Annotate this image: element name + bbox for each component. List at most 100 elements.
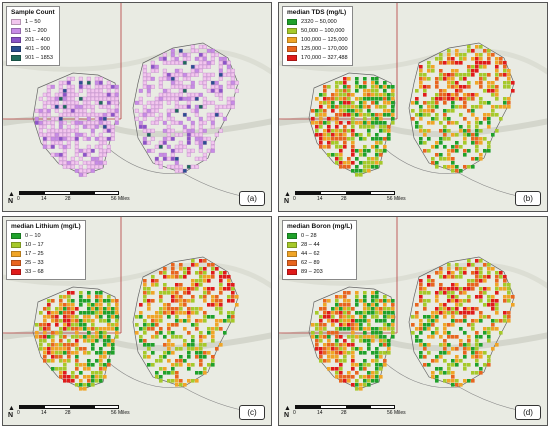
legend-label: 1 – 50: [25, 18, 41, 25]
legend-label: 100,000 – 125,000: [301, 36, 348, 43]
legend-item: 100,000 – 125,000: [287, 35, 348, 44]
north-arrow-icon: ▲ N: [8, 405, 15, 419]
legend-swatch: [11, 27, 21, 34]
legend: median Lithium (mg/L) 0 – 10 10 – 17 17 …: [6, 220, 86, 280]
scale-tick: 56 Miles: [111, 196, 130, 202]
legend-item: 201 – 400: [11, 35, 55, 44]
legend-item: 170,000 – 327,488: [287, 53, 348, 62]
legend-swatch: [287, 250, 297, 257]
legend-label: 170,000 – 327,488: [301, 54, 348, 61]
legend-label: 62 – 89: [301, 259, 320, 266]
north-arrow-icon: ▲ N: [284, 405, 291, 419]
legend-swatch: [11, 232, 21, 239]
legend-swatch: [11, 250, 21, 257]
legend-swatch: [287, 54, 297, 61]
scale-tick: 56 Miles: [111, 410, 130, 416]
legend-title: median Boron (mg/L): [287, 223, 353, 230]
scale-tick: 0: [17, 196, 20, 202]
legend-swatch: [287, 27, 297, 34]
scale-bar: 0 14 28 56 Miles: [17, 405, 130, 419]
scale-bar: 0 14 28 56 Miles: [17, 191, 130, 205]
legend-label: 50,000 – 100,000: [301, 27, 345, 34]
legend: Sample Count 1 – 50 51 – 200 201 – 400 4…: [6, 6, 60, 66]
legend-item: 125,000 – 170,000: [287, 44, 348, 53]
legend-label: 201 – 400: [25, 36, 50, 43]
scale-tick: 28: [65, 410, 71, 416]
legend-label: 33 – 68: [25, 268, 44, 275]
panel-label: (b): [515, 191, 541, 206]
legend-item: 10 – 17: [11, 240, 81, 249]
legend-swatch: [11, 18, 21, 25]
legend-swatch: [287, 241, 297, 248]
legend-title: median Lithium (mg/L): [11, 223, 81, 230]
legend-title: Sample Count: [11, 9, 55, 16]
panel-b: median TDS (mg/L) 2320 – 50,000 50,000 –…: [278, 2, 548, 212]
legend-title: median TDS (mg/L): [287, 9, 347, 16]
scale-tick: 0: [17, 410, 20, 416]
scale-tick: 14: [41, 196, 47, 202]
data-cells: [35, 259, 239, 391]
legend-swatch: [287, 232, 297, 239]
scale-tick: 14: [317, 196, 323, 202]
legend-item: 2320 – 50,000: [287, 17, 348, 26]
legend-label: 901 – 1853: [25, 54, 53, 61]
scale-tick: 28: [65, 196, 71, 202]
legend-swatch: [11, 259, 21, 266]
legend-item: 17 – 25: [11, 249, 81, 258]
legend-swatch: [287, 259, 297, 266]
legend-swatch: [11, 54, 21, 61]
scale-tick: 56 Miles: [387, 410, 406, 416]
legend-label: 401 – 900: [25, 45, 50, 52]
legend-item: 25 – 33: [11, 258, 81, 267]
legend-swatch: [11, 241, 21, 248]
scale-tick: 14: [317, 410, 323, 416]
scale-bar: 0 14 28 56 Miles: [293, 405, 406, 419]
legend-label: 44 – 62: [301, 250, 320, 257]
legend: median Boron (mg/L) 0 – 28 28 – 44 44 – …: [282, 220, 358, 280]
legend-label: 89 – 203: [301, 268, 323, 275]
north-arrow-icon: ▲ N: [8, 191, 15, 205]
panel-label: (a): [239, 191, 265, 206]
legend-swatch: [287, 268, 297, 275]
scale-tick: 14: [41, 410, 47, 416]
legend-swatch: [11, 268, 21, 275]
scale-tick: 0: [293, 196, 296, 202]
legend-label: 17 – 25: [25, 250, 44, 257]
north-arrow-icon: ▲ N: [284, 191, 291, 205]
data-cells: [311, 45, 515, 177]
legend-item: 901 – 1853: [11, 53, 55, 62]
legend-item: 89 – 203: [287, 267, 352, 276]
legend-item: 44 – 62: [287, 249, 352, 258]
legend-label: 10 – 17: [25, 241, 44, 248]
data-cells: [34, 44, 239, 177]
legend-item: 62 – 89: [287, 258, 352, 267]
legend-swatch: [11, 36, 21, 43]
scale-tick: 28: [341, 410, 347, 416]
legend-item: 28 – 44: [287, 240, 352, 249]
legend-item: 0 – 10: [11, 231, 81, 240]
scale-bar: 0 14 28 56 Miles: [293, 191, 406, 205]
legend-label: 0 – 10: [25, 232, 41, 239]
legend-swatch: [287, 18, 297, 25]
scale-tick: 56 Miles: [387, 196, 406, 202]
scale-tick: 28: [341, 196, 347, 202]
legend-label: 51 – 200: [25, 27, 47, 34]
legend-item: 0 – 28: [287, 231, 352, 240]
panel-label: (c): [239, 405, 265, 420]
panel-d: median Boron (mg/L) 0 – 28 28 – 44 44 – …: [278, 216, 548, 426]
legend-label: 0 – 28: [301, 232, 317, 239]
legend-item: 51 – 200: [11, 26, 55, 35]
legend-swatch: [287, 36, 297, 43]
legend-item: 50,000 – 100,000: [287, 26, 348, 35]
data-cells: [311, 259, 515, 391]
legend-item: 1 – 50: [11, 17, 55, 26]
scale-tick: 0: [293, 410, 296, 416]
legend-swatch: [11, 45, 21, 52]
legend-swatch: [287, 45, 297, 52]
panel-c: median Lithium (mg/L) 0 – 10 10 – 17 17 …: [2, 216, 272, 426]
panel-a: Sample Count 1 – 50 51 – 200 201 – 400 4…: [2, 2, 272, 212]
legend-item: 401 – 900: [11, 44, 55, 53]
legend-item: 33 – 68: [11, 267, 81, 276]
legend-label: 25 – 33: [25, 259, 44, 266]
